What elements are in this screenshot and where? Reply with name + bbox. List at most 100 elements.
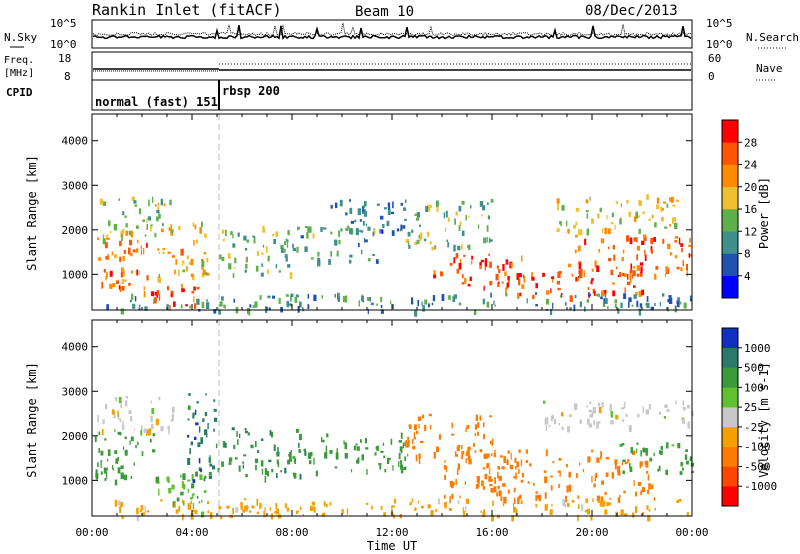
heatmap-cell (592, 407, 596, 414)
heatmap-cell (103, 201, 107, 206)
heatmap-cell (628, 425, 632, 432)
heatmap-cell (468, 458, 472, 465)
heatmap-cell (236, 431, 238, 438)
heatmap-cell (479, 265, 482, 268)
heatmap-cell (601, 401, 604, 408)
heatmap-cell (232, 233, 234, 239)
heatmap-cell (294, 458, 297, 464)
heatmap-cell (679, 471, 683, 475)
heatmap-cell (669, 197, 672, 202)
heatmap-cell (494, 449, 496, 455)
heatmap-cell (596, 495, 601, 502)
heatmap-cell (120, 403, 122, 408)
heatmap-cell (278, 270, 281, 273)
heatmap-cell (576, 277, 580, 282)
heatmap-cell (249, 304, 252, 308)
heatmap-cell (678, 499, 682, 502)
heatmap-cell (498, 269, 501, 274)
heatmap-cell (431, 246, 435, 251)
heatmap-cell (229, 515, 233, 519)
heatmap-cell (290, 450, 292, 452)
heatmap-cell (140, 429, 143, 436)
heatmap-cell (365, 223, 368, 227)
heatmap-cell (351, 229, 354, 234)
heatmap-cell (595, 472, 598, 478)
heatmap-cell (111, 465, 114, 470)
nsearch-trace (92, 22, 691, 37)
heatmap-cell (636, 254, 638, 261)
heatmap-cell (482, 205, 486, 211)
heatmap-cell (476, 476, 480, 483)
heatmap-cell (170, 293, 173, 297)
heatmap-cell (363, 220, 365, 226)
colorbar-tick-label: -1000 (744, 480, 777, 493)
heatmap-cell (295, 428, 299, 433)
heatmap-cell (482, 467, 486, 470)
heatmap-cell (182, 500, 185, 506)
heatmap-cell (659, 411, 662, 415)
heatmap-cell (577, 514, 579, 522)
heatmap-cell (453, 257, 456, 264)
heatmap-cell (136, 248, 139, 253)
heatmap-cell (175, 509, 179, 514)
heatmap-cell (171, 413, 174, 420)
heatmap-cell (492, 487, 495, 493)
heatmap-cell (422, 305, 425, 312)
heatmap-cell (637, 413, 640, 418)
heatmap-cell (470, 205, 472, 209)
heatmap-cell (645, 448, 648, 452)
heatmap-cell (103, 467, 107, 474)
heatmap-cell (108, 220, 111, 227)
heatmap-cell (323, 501, 326, 507)
heatmap-cell (598, 406, 602, 414)
heatmap-cell (558, 483, 560, 488)
heatmap-cell (146, 510, 150, 513)
heatmap-cell (622, 249, 625, 254)
heatmap-cell (295, 294, 299, 298)
heatmap-cell (251, 505, 254, 509)
heatmap-cell (496, 492, 498, 497)
heatmap-cell (650, 237, 654, 245)
heatmap-cell (232, 243, 236, 248)
heatmap-cell (483, 454, 487, 459)
heatmap-cell (635, 448, 638, 454)
heatmap-cell (567, 228, 570, 234)
heatmap-cell (604, 293, 607, 298)
nsearch-label: N.Search (746, 31, 799, 44)
colorbar-swatch (722, 387, 738, 408)
heatmap-cell (455, 478, 457, 485)
heatmap-cell (146, 224, 148, 230)
heatmap-cell (122, 420, 124, 425)
heatmap-cell (263, 510, 266, 518)
heatmap-cell (133, 462, 135, 466)
heatmap-cell (521, 472, 524, 478)
heatmap-cell (150, 415, 153, 423)
heatmap-cell (265, 246, 268, 253)
heatmap-cell (206, 299, 208, 302)
heatmap-cell (552, 302, 554, 309)
heatmap-cell (273, 239, 276, 244)
heatmap-cell (629, 463, 631, 469)
heatmap-cell (685, 449, 688, 452)
heatmap-cell (230, 231, 233, 236)
heatmap-cell (461, 282, 465, 285)
heatmap-cell (315, 470, 318, 477)
heatmap-cell (674, 305, 677, 313)
y-tick-label: 4000 (62, 135, 89, 148)
time-tick-label: 00:00 (675, 526, 708, 539)
heatmap-cell (220, 296, 224, 301)
heatmap-cell (246, 506, 250, 509)
heatmap-cell (404, 456, 406, 462)
heatmap-cell (575, 208, 578, 213)
heatmap-cell (361, 249, 363, 255)
heatmap-cell (587, 456, 591, 463)
heatmap-cell (300, 235, 304, 239)
heatmap-cell (517, 292, 520, 299)
heatmap-cell (336, 448, 338, 454)
heatmap-cell (459, 258, 462, 264)
heatmap-cell (112, 283, 116, 288)
heatmap-cell (106, 304, 109, 311)
heatmap-cell (292, 456, 296, 459)
heatmap-cell (575, 234, 578, 238)
heatmap-cell (544, 504, 548, 511)
